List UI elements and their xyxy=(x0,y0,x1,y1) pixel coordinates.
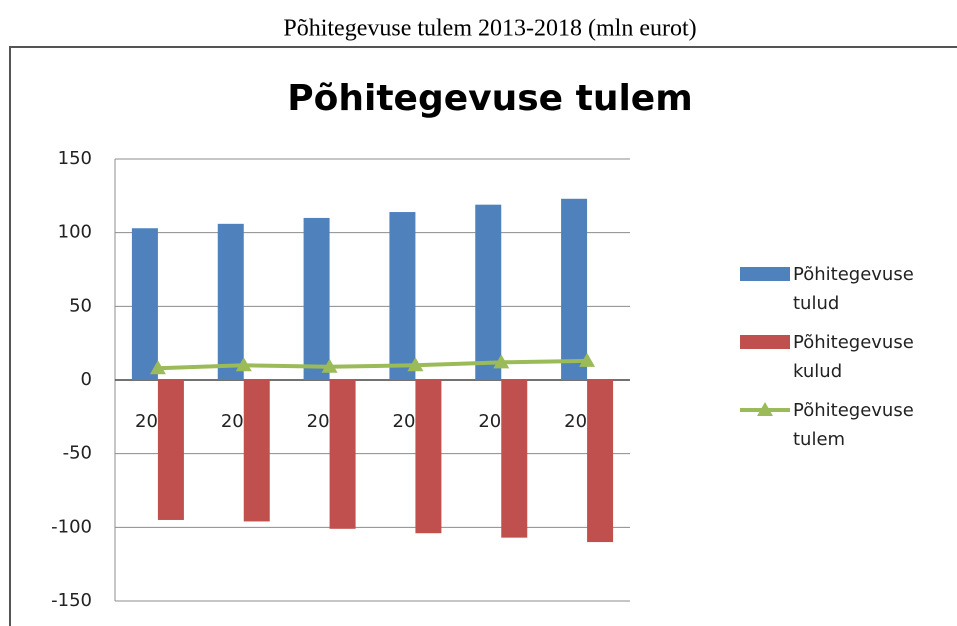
legend-label: Põhitegevuse tulud xyxy=(793,264,914,314)
line-marker xyxy=(321,358,338,373)
legend-swatch xyxy=(757,402,773,416)
legend-swatch xyxy=(740,335,790,349)
line xyxy=(157,358,588,371)
legend-label: Põhitegevuse tulem xyxy=(793,400,914,450)
line-marker xyxy=(235,357,252,372)
y-tick-label: -50 xyxy=(63,443,92,464)
chart-title: Põhitegevuse tulem xyxy=(287,78,692,119)
y-tick-label: 0 xyxy=(81,369,92,390)
y-tick-label: -150 xyxy=(51,590,92,611)
bar xyxy=(131,228,158,380)
y-tick-label: 150 xyxy=(58,148,92,169)
legend-swatch xyxy=(740,267,790,281)
bar xyxy=(157,380,184,520)
bar xyxy=(243,380,270,522)
y-tick-label: -100 xyxy=(51,516,92,537)
bar xyxy=(475,204,502,380)
bar xyxy=(217,223,244,380)
y-tick-label: 100 xyxy=(58,222,92,243)
line-marker xyxy=(579,352,596,367)
bar xyxy=(561,198,588,380)
bar xyxy=(389,212,416,380)
bar xyxy=(329,380,356,529)
line-marker xyxy=(149,360,166,375)
chart-frame xyxy=(9,46,957,626)
caption: Põhitegevuse tulem 2013-2018 (mln eurot) xyxy=(283,16,696,42)
line-marker xyxy=(407,357,424,372)
bar xyxy=(587,380,614,543)
bar xyxy=(415,380,442,534)
bar xyxy=(501,380,528,538)
y-tick-label: 50 xyxy=(69,295,92,316)
bar xyxy=(303,217,330,380)
legend-label: Põhitegevuse kulud xyxy=(793,332,914,382)
line-marker xyxy=(493,354,510,369)
